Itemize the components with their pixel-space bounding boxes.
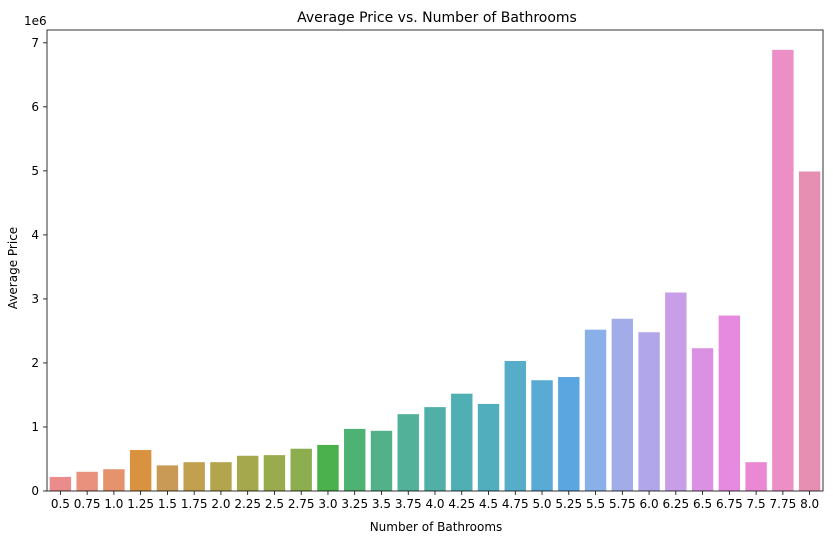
bar-2.5 (263, 455, 286, 491)
x-tick-label: 3.5 (372, 497, 391, 511)
x-tick-label: 5.75 (609, 497, 636, 511)
bar-2.75 (290, 448, 312, 491)
bar-7.5 (745, 462, 767, 491)
bar-5.5 (584, 329, 607, 491)
x-tick-label: 7.5 (747, 497, 766, 511)
bar-5.25 (558, 377, 580, 491)
bar-1.75 (183, 462, 205, 491)
x-axis-label: Number of Bathrooms (370, 520, 503, 534)
chart-title: Average Price vs. Number of Bathrooms (297, 10, 577, 26)
x-tick-label: 6.0 (640, 497, 659, 511)
bar-6.25 (665, 292, 687, 491)
bar-6.75 (718, 315, 741, 491)
bar-0.5 (49, 476, 72, 491)
x-tick-label: 1.75 (181, 497, 208, 511)
y-axis-label: Average Price (6, 227, 20, 309)
x-tick-label: 4.0 (425, 497, 444, 511)
x-tick-label: 1.0 (104, 497, 123, 511)
bar-3.75 (397, 414, 419, 491)
x-tick-label: 2.5 (265, 497, 284, 511)
x-tick-label: 4.75 (502, 497, 529, 511)
bars-group (49, 49, 821, 491)
x-tick-label: 3.25 (341, 497, 368, 511)
x-tick-label: 2.0 (211, 497, 230, 511)
y-tick-label: 7 (31, 36, 39, 50)
y-ticks-group: 0 1 2 3 4 5 6 7 (31, 36, 47, 498)
bar-5.0 (531, 380, 553, 491)
bar-4.5 (477, 403, 500, 491)
x-tick-label: 8.0 (800, 497, 819, 511)
bar-7.75 (772, 49, 794, 491)
bar-4.75 (504, 361, 526, 491)
x-tick-label: 7.75 (770, 497, 797, 511)
bar-0.75 (76, 471, 98, 491)
y-tick-label: 4 (31, 228, 39, 242)
x-tick-label: 2.75 (288, 497, 315, 511)
y-tick-label: 0 (31, 484, 39, 498)
y-tick-label: 5 (31, 164, 39, 178)
bar-1.5 (156, 465, 179, 491)
y-tick-label: 6 (31, 100, 39, 114)
bar-3.25 (344, 428, 366, 491)
bar-2.0 (210, 462, 232, 491)
x-tick-label: 4.25 (448, 497, 475, 511)
x-tick-label: 1.25 (127, 497, 154, 511)
bar-6.5 (691, 348, 714, 491)
bar-5.75 (611, 318, 634, 491)
x-tick-label: 6.25 (662, 497, 689, 511)
x-tick-label: 0.75 (74, 497, 101, 511)
bar-8.0 (798, 171, 821, 491)
x-ticks-group: 0.5 0.75 1.0 1.25 1.5 1.75 2.0 2.25 2.5 2.75 3.0 3.… (51, 491, 819, 511)
plot-frame (46, 29, 824, 492)
bar-1.25 (129, 450, 152, 491)
x-tick-label: 3.0 (318, 497, 337, 511)
y-tick-label: 2 (31, 356, 39, 370)
y-tick-label: 3 (31, 292, 39, 306)
x-tick-label: 0.5 (51, 497, 70, 511)
bar-4.0 (424, 407, 446, 491)
x-tick-label: 3.75 (395, 497, 422, 511)
bar-1.0 (103, 469, 125, 491)
x-tick-label: 6.75 (716, 497, 743, 511)
bar-4.25 (451, 393, 473, 491)
bar-6.0 (638, 332, 660, 491)
axes-frame (46, 29, 824, 492)
bar-3.0 (317, 444, 339, 491)
x-tick-label: 5.0 (532, 497, 551, 511)
x-tick-label: 5.25 (555, 497, 582, 511)
x-tick-label: 4.5 (479, 497, 498, 511)
y-tick-label: 1 (31, 420, 39, 434)
x-tick-label: 5.5 (586, 497, 605, 511)
bar-2.25 (236, 455, 259, 491)
x-tick-label: 2.25 (234, 497, 261, 511)
bar-3.5 (370, 430, 393, 491)
x-tick-label: 6.5 (693, 497, 712, 511)
y-offset-label: 1e6 (24, 14, 47, 28)
x-tick-label: 1.5 (158, 497, 177, 511)
